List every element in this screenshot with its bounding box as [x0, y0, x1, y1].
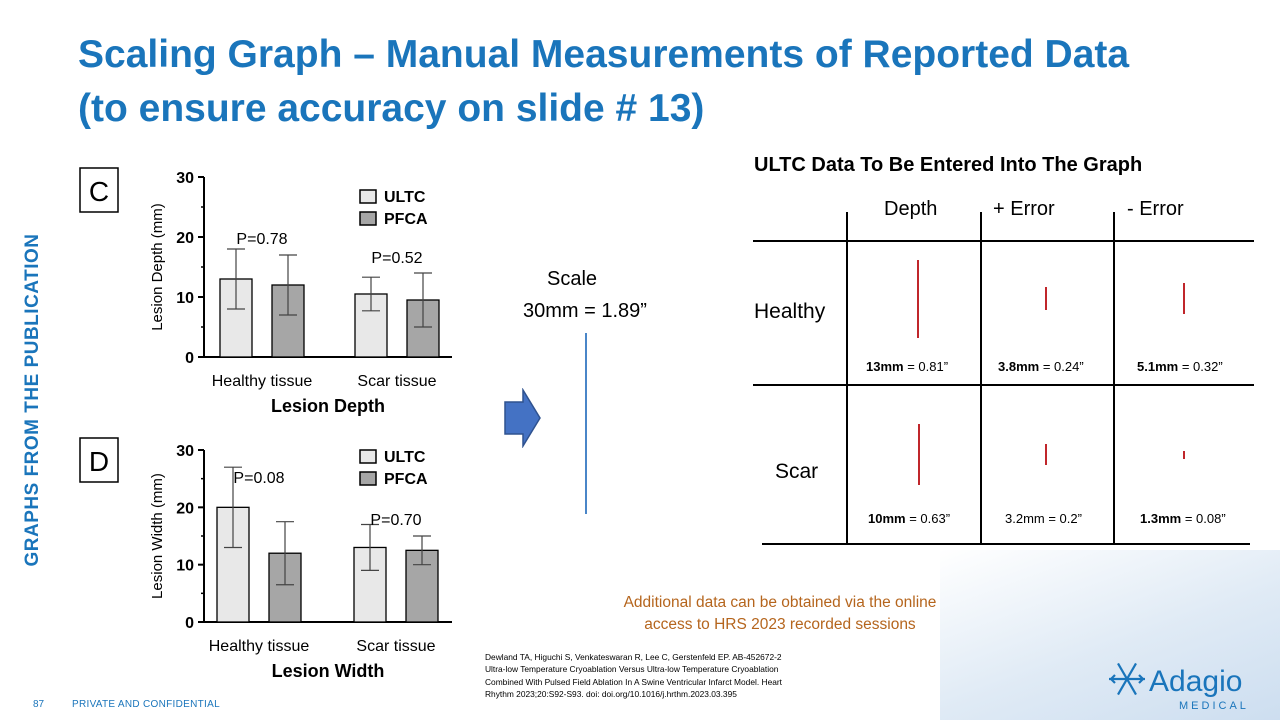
logo-subtext: MEDICAL: [1179, 700, 1249, 712]
scale-value: 30mm = 1.89”: [523, 300, 647, 322]
legend-label-ultc: ULTC: [384, 189, 426, 206]
legend-label-pfca: PFCA: [384, 211, 428, 228]
panel-label: C: [89, 176, 109, 207]
p-value-label: P=0.78: [236, 231, 287, 248]
legend-swatch-ultc: [359, 189, 377, 204]
row-label-scar: Scar: [775, 460, 819, 483]
chart-title: Lesion Depth: [271, 396, 385, 416]
table-rule-top: [753, 240, 1254, 242]
measure-bar-scar-plus-error: [1045, 444, 1047, 465]
y-tick-label: 0: [185, 615, 194, 632]
y-axis-label: Lesion Width (mm): [149, 473, 166, 599]
header-plus-error: + Error: [993, 198, 1055, 220]
x-tick-label: Scar tissue: [357, 373, 436, 390]
x-tick-label: Healthy tissue: [212, 373, 313, 390]
side-label-text: GRAPHS FROM THE PUBLICATION: [22, 233, 43, 567]
chart-title: Lesion Width: [272, 661, 385, 681]
cell-healthy-plus-error: 3.8mm = 0.24”: [998, 359, 1084, 374]
legend-swatch-ultc: [359, 449, 377, 464]
panel-label: D: [89, 446, 109, 477]
header-depth: Depth: [884, 198, 938, 220]
confidential-label: PRIVATE AND CONFIDENTIAL: [72, 699, 220, 710]
y-tick-label: 30: [176, 443, 194, 460]
measure-bar-healthy-depth: [917, 260, 919, 338]
table-rule-bottom: [762, 543, 1250, 545]
title-line-1: Scaling Graph – Manual Measurements of R…: [78, 33, 1130, 76]
y-tick-label: 30: [176, 170, 194, 187]
y-tick-label: 10: [176, 290, 194, 307]
scale-label: Scale: [547, 268, 598, 290]
x-tick-label: Healthy tissue: [209, 638, 310, 655]
y-tick-label: 10: [176, 558, 194, 575]
legend-label-pfca: PFCA: [384, 471, 428, 488]
table-col-divider: [846, 212, 848, 544]
p-value-label: P=0.08: [233, 470, 284, 487]
y-tick-label: 20: [176, 500, 194, 517]
logo-text: Adagio: [1149, 665, 1242, 698]
measure-bar-scar-minus-error: [1183, 451, 1185, 459]
y-tick-label: 0: [185, 350, 194, 367]
page-number: 87: [33, 699, 45, 710]
row-label-healthy: Healthy: [754, 300, 826, 323]
right-arrow-icon: [504, 388, 541, 448]
scale-line: [585, 333, 587, 514]
cell-scar-depth: 10mm = 0.63”: [868, 511, 951, 526]
additional-data-note: Additional data can be obtained via the …: [580, 592, 980, 636]
lesion-depth-chart: C 0 10 20 30 Lesion Depth (mm) Healthy tissue P…: [79, 167, 452, 416]
y-axis-label: Lesion Depth (mm): [149, 203, 166, 331]
p-value-label: P=0.70: [370, 512, 421, 529]
cell-healthy-depth: 13mm = 0.81”: [866, 359, 949, 374]
x-tick-label: Scar tissue: [356, 638, 435, 655]
side-label: GRAPHS FROM THE PUBLICATION: [22, 200, 44, 600]
snowflake-icon: [1109, 662, 1145, 696]
note-line-2: access to HRS 2023 recorded sessions: [644, 616, 916, 633]
cell-healthy-minus-error: 5.1mm = 0.32”: [1137, 359, 1223, 374]
slide-title: Scaling Graph – Manual Measurements of R…: [78, 28, 1258, 136]
legend-label-ultc: ULTC: [384, 449, 426, 466]
panel-label-box: [79, 167, 119, 213]
panel-label-box: [79, 437, 119, 483]
table-title: ULTC Data To Be Entered Into The Graph: [754, 154, 1143, 176]
cell-scar-minus-error: 1.3mm = 0.08”: [1140, 511, 1226, 526]
measure-bar-healthy-minus-error: [1183, 283, 1185, 314]
title-line-2: (to ensure accuracy on slide # 13): [78, 87, 705, 130]
citation: Dewland TA, Higuchi S, Venkateswaran R, …: [485, 652, 782, 700]
legend-swatch-pfca: [359, 211, 377, 226]
adagio-logo: Adagio MEDICAL: [1109, 662, 1249, 712]
y-tick-label: 20: [176, 230, 194, 247]
lesion-width-chart: D 0 10 20 30 Lesion Width (mm) Healthy tissue P…: [79, 437, 452, 681]
note-line-1: Additional data can be obtained via the …: [623, 594, 937, 611]
p-value-label: P=0.52: [371, 250, 422, 267]
table-col-divider: [1113, 212, 1115, 544]
table-rule-middle: [753, 384, 1254, 386]
background-fade: [940, 550, 1280, 720]
legend-swatch-pfca: [359, 471, 377, 486]
measure-bar-healthy-plus-error: [1045, 287, 1047, 310]
header-minus-error: - Error: [1127, 198, 1184, 220]
table-col-divider: [980, 212, 982, 544]
measure-bar-scar-depth: [918, 424, 920, 485]
cell-scar-plus-error: 3.2mm = 0.2”: [1005, 511, 1082, 526]
